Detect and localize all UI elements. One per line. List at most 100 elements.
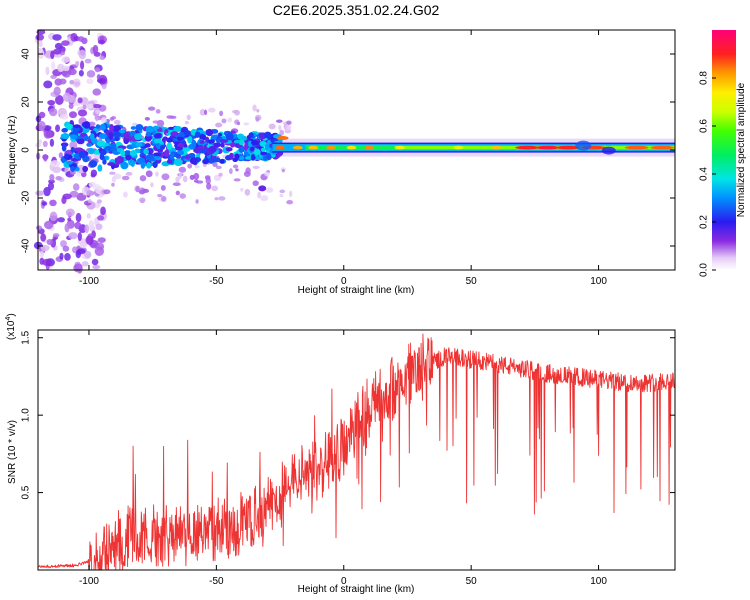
spectrogram-scatter-blob: [83, 250, 92, 259]
snr-y-tick-label: 0.5: [21, 485, 32, 499]
spectrogram-speckle: [109, 116, 115, 121]
snr-x-tick-label: -50: [209, 576, 224, 587]
spectrogram-speckle: [152, 120, 160, 124]
colorbar-tick-label: 0.6: [699, 119, 710, 133]
spectrogram-scatter-blob: [57, 63, 65, 73]
spectrogram-scatter-blob: [42, 140, 48, 148]
spectrogram-speckle: [236, 121, 241, 126]
spectrogram-cluster-blob: [225, 147, 233, 152]
colorbar-tick-label: 0.4: [699, 167, 710, 181]
spectrogram-scatter-blob: [59, 114, 69, 120]
spectrogram-cluster-blob: [135, 142, 143, 147]
spectrogram-scatter-blob: [54, 42, 63, 50]
colorbar-ticks: 0.0 0.2 0.4 0.6 0.8: [699, 71, 716, 277]
spectrogram-y-tick-label: -20: [21, 190, 32, 205]
spectrogram-cluster-blob: [173, 125, 182, 132]
spectrogram-hotspot: [364, 145, 375, 150]
spectrogram-scatter-blob: [59, 51, 66, 56]
spectrogram-scatter-blob: [72, 183, 80, 191]
spectrogram-cluster-blob: [61, 128, 68, 133]
spectrogram-cluster-blob: [82, 135, 91, 142]
spectrogram-cluster-blob: [182, 147, 191, 152]
spectrogram-speckle: [122, 191, 128, 198]
spectrogram-hotspot: [326, 145, 337, 150]
spectrogram-scatter-blob: [57, 217, 65, 223]
spectrogram-bump: [575, 140, 592, 151]
spectrogram-cluster-blob: [169, 152, 175, 160]
spectrogram-scatter-blob: [55, 175, 62, 181]
spectrogram-cluster-blob: [194, 131, 201, 138]
spectrogram-scatter-blob: [49, 211, 58, 222]
spectrogram-speckle: [172, 182, 181, 187]
spectrogram-scatter-blob: [84, 58, 92, 64]
spectrogram-cluster-blob: [263, 131, 272, 139]
spectrogram-cluster-blob: [140, 162, 146, 169]
spectrogram-image: [33, 29, 675, 274]
spectrogram-scatter-blob: [36, 120, 46, 131]
spectrogram-cluster-blob: [112, 131, 122, 138]
spectrogram-scatter-blob: [64, 252, 71, 261]
spectrogram-scatter-blob: [62, 245, 70, 252]
spectrogram-scatter-blob: [52, 233, 60, 238]
spectrogram-hotspot: [292, 145, 303, 150]
spectrogram-y-tick-label: 0: [21, 147, 32, 153]
spectrogram-hotspot: [555, 145, 580, 150]
spectrogram-speckle: [284, 124, 292, 132]
spectrogram-speckle: [193, 179, 199, 183]
spectrogram-scatter-blob: [51, 61, 56, 71]
colorbar-gradient: [712, 30, 736, 270]
spectrogram-speckle: [160, 184, 166, 191]
spectrogram-cluster-blob: [191, 140, 197, 148]
spectrogram-cluster-blob: [145, 154, 154, 161]
spectrogram-cluster-blob: [129, 150, 137, 157]
spectrogram-speckle: [279, 189, 286, 194]
spectrogram-scatter-blob: [68, 111, 78, 119]
spectrogram-speckle: [205, 177, 211, 185]
spectrogram-scatter-blob: [97, 39, 106, 45]
spectrogram-cluster-blob: [260, 147, 266, 152]
colorbar-label: Normalized spectral amplitude: [736, 82, 747, 217]
spectrogram-cluster-blob: [87, 148, 95, 155]
spectrogram-scatter-blob: [82, 104, 87, 110]
spectrogram-hotspot: [346, 145, 357, 150]
spectrogram-cluster-blob: [100, 149, 107, 156]
spectrogram-cluster-blob: [135, 123, 144, 131]
spectrogram-scatter-blob: [92, 44, 99, 54]
spectrogram-speckle: [103, 189, 111, 195]
spectrogram-speckle: [214, 197, 219, 201]
spectrogram-scatter-blob: [96, 199, 102, 204]
spectrogram-scatter-blob: [74, 81, 80, 87]
spectrogram-scatter-blob: [84, 224, 90, 234]
snr-x-tick-label: 0: [341, 576, 347, 587]
spectrogram-scatter-blob: [43, 128, 52, 139]
spectrogram-y-axis-label: Frequency (Hz): [7, 116, 18, 185]
spectrogram-scatter-blob: [91, 258, 99, 266]
spectrogram-speckle: [275, 119, 283, 123]
spectrogram-scatter-blob: [45, 66, 50, 76]
spectrogram-cluster-blob: [83, 121, 91, 129]
spectrogram-speckle: [252, 104, 257, 112]
spectrogram-scatter-blob: [35, 225, 43, 231]
spectrogram-y-tick-label: 40: [21, 48, 32, 60]
spectrogram-scatter-blob: [38, 139, 43, 144]
spectrogram-speckle: [139, 197, 146, 203]
spectrogram-scatter-blob: [49, 138, 55, 147]
spectrogram-cluster-blob: [88, 160, 98, 168]
spectrogram-scatter-blob: [60, 240, 67, 248]
spectrogram-scatter-blob: [61, 196, 67, 204]
spectrogram-speckle: [111, 182, 115, 187]
spectrogram-cluster-blob: [70, 134, 78, 140]
spectrogram-cluster-blob: [114, 136, 120, 142]
spectrogram-cluster-blob: [166, 159, 173, 164]
spectrogram-scatter-blob: [35, 34, 45, 41]
spectrogram-scatter-blob: [40, 233, 47, 242]
spectrogram-scatter-blob: [75, 212, 82, 223]
spectrogram-cluster-blob: [233, 139, 241, 144]
spectrogram-speckle: [144, 117, 150, 121]
spectrogram-cluster-blob: [120, 149, 126, 157]
spectrogram-speckle: [215, 122, 223, 128]
spectrogram-speckle: [218, 172, 223, 177]
spectrogram-speckle: [95, 109, 101, 115]
spectrogram-scatter-blob: [59, 252, 64, 260]
